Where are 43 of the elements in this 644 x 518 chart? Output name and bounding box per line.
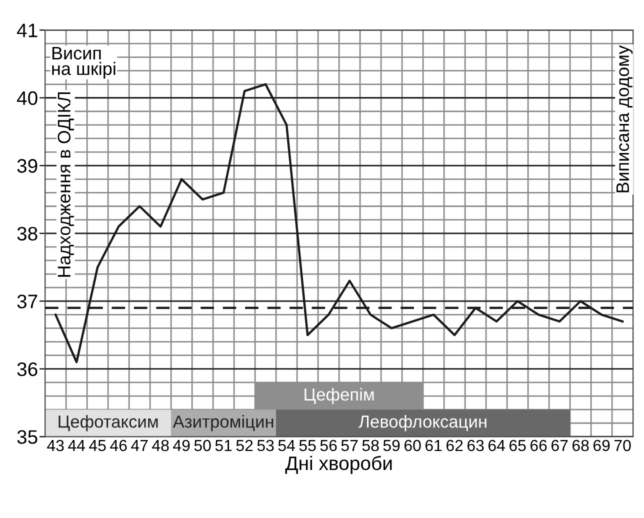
- x-tick-label: 45: [89, 440, 106, 452]
- y-tick-label: 41: [16, 24, 38, 38]
- x-tick-label: 57: [341, 440, 358, 452]
- x-tick-label: 54: [278, 440, 295, 452]
- x-axis-title: Дні хвороби: [285, 456, 392, 474]
- annotation: Висип на шкірі: [52, 46, 116, 79]
- x-tick-label: 70: [614, 440, 631, 452]
- x-tick-label: 43: [47, 440, 64, 452]
- x-tick-label: 52: [236, 440, 253, 452]
- y-tick-label: 35: [17, 430, 38, 444]
- x-tick-label: 60: [404, 440, 421, 452]
- y-tick-label: 38: [17, 226, 38, 241]
- x-tick-label: 65: [509, 440, 526, 452]
- y-tick-label: 36: [17, 362, 38, 376]
- x-tick-label: 56: [320, 440, 337, 452]
- band-label: Левофлоксацин: [358, 415, 486, 432]
- x-tick-label: 68: [572, 440, 589, 452]
- y-tick-label: 40: [16, 91, 38, 106]
- band-label: Цефепім: [304, 388, 374, 404]
- x-tick-label: 64: [488, 440, 505, 452]
- x-tick-label: 48: [152, 440, 169, 452]
- x-tick-label: 61: [425, 440, 442, 452]
- x-tick-label: 53: [257, 440, 274, 452]
- x-tick-label: 66: [530, 440, 547, 452]
- x-tick-label: 51: [215, 440, 232, 452]
- x-tick-label: 55: [299, 440, 316, 452]
- x-tick-label: 49: [173, 440, 190, 452]
- annotation: Надходження в ОДІКЛ: [58, 92, 74, 277]
- x-tick-label: 58: [362, 440, 379, 452]
- band-label: Цефотаксим: [58, 415, 158, 432]
- x-tick-label: 67: [551, 440, 568, 452]
- annotation: Виписана додому: [616, 45, 633, 192]
- band-label: Азитроміцин: [172, 415, 274, 432]
- x-tick-label: 46: [110, 440, 127, 452]
- x-tick-label: 69: [593, 440, 610, 452]
- y-tick-label: 37: [17, 294, 38, 308]
- x-tick-label: 63: [467, 440, 484, 452]
- x-tick-label: 50: [194, 440, 211, 452]
- x-tick-label: 47: [131, 440, 148, 452]
- x-tick-label: 59: [383, 440, 400, 452]
- y-tick-label: 39: [17, 159, 38, 173]
- x-tick-label: 62: [446, 440, 463, 452]
- x-tick-label: 44: [68, 440, 85, 452]
